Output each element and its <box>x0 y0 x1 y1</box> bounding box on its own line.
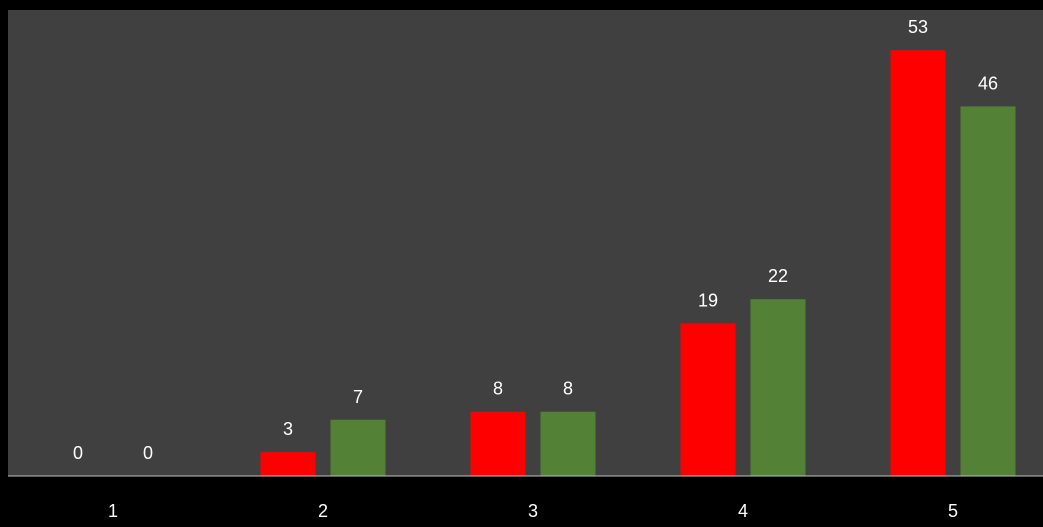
bar-series2-cat2 <box>330 419 386 476</box>
x-tick-labels-layer: 1 2 3 4 5 <box>108 501 958 521</box>
bar-series1-cat4 <box>680 323 736 476</box>
plot-area <box>8 10 1043 476</box>
bar-series1-cat5 <box>890 50 946 476</box>
x-tick-label-3: 3 <box>528 501 538 521</box>
bar-series2-cat5 <box>960 106 1016 477</box>
data-label-series1-cat5: 53 <box>908 17 928 37</box>
x-tick-label-2: 2 <box>318 501 328 521</box>
bar-series2-cat3 <box>540 411 596 476</box>
x-tick-label-4: 4 <box>738 501 748 521</box>
data-label-series1-cat4: 19 <box>698 290 718 310</box>
bars-layer <box>260 50 1016 477</box>
bar-series1-cat2 <box>260 451 316 476</box>
bar-series2-cat4 <box>750 299 806 476</box>
data-label-series2-cat1: 0 <box>143 443 153 463</box>
data-label-series1-cat1: 0 <box>73 443 83 463</box>
data-labels-layer: 0 0 3 7 8 8 19 22 53 46 <box>73 17 998 463</box>
bar-series1-cat3 <box>470 411 526 476</box>
x-tick-label-1: 1 <box>108 501 118 521</box>
data-label-series1-cat3: 8 <box>493 379 503 399</box>
x-tick-label-5: 5 <box>948 501 958 521</box>
data-label-series2-cat2: 7 <box>353 387 363 407</box>
data-label-series2-cat4: 22 <box>768 266 788 286</box>
data-label-series1-cat2: 3 <box>283 419 293 439</box>
data-label-series2-cat3: 8 <box>563 379 573 399</box>
data-label-series2-cat5: 46 <box>978 73 998 93</box>
